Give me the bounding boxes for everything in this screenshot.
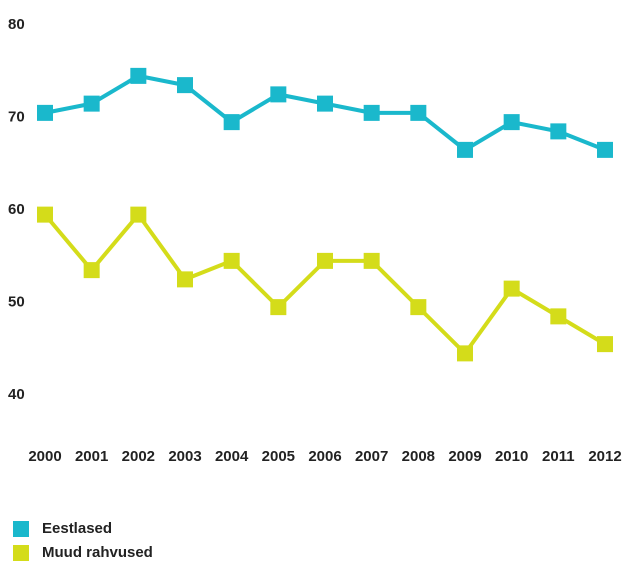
y-tick-label: 50 — [8, 293, 25, 310]
point-marker — [550, 308, 567, 325]
series-line — [44, 73, 606, 152]
x-tick-label: 2004 — [215, 448, 249, 465]
y-tick-label: 80 — [8, 16, 25, 33]
point-marker — [317, 252, 333, 269]
y-tick-label: 40 — [8, 386, 25, 403]
point-marker — [130, 206, 147, 223]
point-marker — [130, 67, 147, 84]
x-tick-label: 2006 — [308, 448, 341, 465]
point-marker — [457, 345, 473, 362]
legend-label: Muud rahvused — [42, 544, 153, 561]
legend-swatch — [13, 545, 29, 561]
x-tick-label: 2011 — [542, 448, 575, 465]
y-tick-label: 70 — [8, 108, 25, 125]
point-marker — [597, 336, 613, 353]
legend-swatch — [13, 521, 29, 537]
x-tick-label: 2000 — [28, 448, 61, 465]
point-marker — [363, 252, 380, 269]
point-marker — [223, 252, 240, 269]
point-marker — [177, 77, 193, 94]
point-marker — [363, 104, 380, 121]
point-marker — [550, 123, 567, 140]
x-tick-label: 2007 — [355, 448, 388, 465]
x-tick-label: 2008 — [402, 448, 435, 465]
point-marker — [37, 206, 53, 223]
x-tick-label: 2003 — [168, 448, 201, 465]
point-marker — [177, 271, 193, 288]
point-marker — [83, 262, 100, 279]
point-marker — [37, 104, 53, 121]
point-marker — [410, 104, 427, 121]
point-marker — [503, 280, 520, 297]
point-marker — [83, 95, 100, 112]
y-tick-label: 60 — [8, 201, 25, 218]
x-tick-label: 2005 — [262, 448, 295, 465]
point-marker — [410, 299, 427, 316]
point-marker — [503, 114, 520, 131]
x-tick-label: 2012 — [588, 448, 621, 465]
point-marker — [317, 95, 333, 112]
point-marker — [270, 299, 287, 316]
x-tick-label: 2001 — [75, 448, 108, 465]
series-line — [43, 212, 607, 356]
x-tick-label: 2009 — [448, 448, 481, 465]
point-marker — [597, 141, 613, 158]
x-tick-label: 2002 — [122, 448, 155, 465]
legend-label: Eestlased — [42, 520, 112, 537]
x-tick-label: 2010 — [495, 448, 528, 465]
point-marker — [223, 114, 240, 131]
point-marker — [457, 141, 473, 158]
point-marker — [270, 86, 287, 103]
